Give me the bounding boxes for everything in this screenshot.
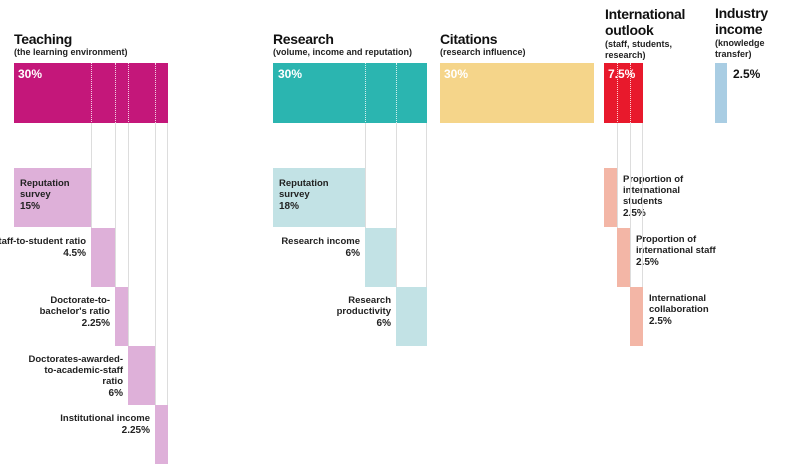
metric-weight: 2.5% (649, 316, 672, 327)
metric-label: Research productivity (336, 295, 391, 317)
metric-label: Doctorates-awarded-to-academic-staff rat… (28, 354, 124, 387)
metric-label: Doctorate-to-bachelor's ratio (39, 295, 110, 317)
connector (155, 123, 156, 405)
pillar-weight: 30% (444, 67, 469, 81)
metric-text: Proportion of international staff 2.5% (636, 234, 716, 269)
metric-label: International collaboration (649, 293, 709, 315)
pillar-subtitle: (volume, income and reputation) (273, 47, 413, 57)
pillar-bar (604, 63, 643, 123)
pillar-weight: 2.5% (733, 67, 761, 81)
pillar-subtitle: (the learning environment) (14, 47, 128, 57)
metric-text: Doctorates-awarded-to-academic-staff rat… (28, 354, 124, 400)
metric-box (365, 228, 396, 287)
metric-box (155, 405, 168, 464)
metric-weight: 2.5% (636, 257, 659, 268)
connector (115, 123, 116, 287)
pillar-title: Teaching (14, 31, 73, 47)
metric-weight: 6% (108, 388, 123, 399)
pillar-subtitle: (staff, students, research) (605, 39, 673, 60)
metric-weight: 18% (279, 201, 300, 212)
pillar-title: Research (273, 31, 334, 47)
pillar-title: Industry income (715, 5, 768, 37)
metric-box (14, 168, 91, 227)
metric-text: Doctorate-to-bachelor's ratio 2.25% (15, 295, 110, 330)
metric-box (617, 228, 630, 287)
metric-weight: 15% (20, 201, 41, 212)
metric-label: Proportion of international students (623, 174, 684, 207)
connector (396, 123, 397, 287)
metric-box (604, 168, 617, 227)
connector (642, 123, 643, 287)
metric-weight: 4.5% (63, 248, 86, 259)
connector (167, 123, 168, 405)
pillar-subtitle: (knowledge transfer) (715, 38, 765, 59)
metric-label: Proportion of international staff (636, 234, 716, 256)
metric-weight: 6% (345, 248, 360, 259)
connector (630, 123, 631, 287)
pillar-bar (273, 63, 427, 123)
pillar-bar (715, 63, 727, 123)
metric-box (630, 287, 643, 346)
metric-text: Research income 6% (265, 236, 360, 260)
metric-label: Staff-to-student ratio (0, 236, 86, 247)
metric-weight: 2.25% (81, 318, 110, 329)
metric-box (396, 287, 427, 346)
metric-box (115, 287, 128, 346)
metric-label: Research income (281, 236, 360, 247)
metric-text: Staff-to-student ratio 4.5% (0, 236, 86, 260)
metric-text: Institutional income 2.25% (55, 413, 150, 437)
pillar-subtitle: (research influence) (440, 47, 526, 57)
pillar-title: Citations (440, 31, 498, 47)
metric-box (128, 346, 155, 405)
metric-text: Reputation survey 15% (20, 178, 87, 213)
pillar-bar (440, 63, 594, 123)
pillar-weight: 30% (18, 67, 43, 81)
metric-text: Reputation survey 18% (279, 178, 361, 213)
metric-weight: 2.25% (121, 425, 150, 436)
metric-label: Reputation survey (20, 178, 70, 200)
metric-weight: 2.5% (623, 208, 646, 219)
connector (365, 123, 366, 228)
metric-text: International collaboration 2.5% (649, 293, 729, 328)
connector (617, 123, 618, 228)
metric-box (91, 228, 115, 287)
pillar-weight: 30% (278, 67, 303, 81)
connector (128, 123, 129, 346)
pillar-title: International outlook (605, 6, 686, 38)
metric-weight: 6% (376, 318, 391, 329)
metric-text: Research productivity 6% (296, 295, 391, 330)
metric-label: Reputation survey (279, 178, 329, 200)
connector (426, 123, 427, 287)
connector (91, 123, 92, 228)
metric-box (273, 168, 365, 227)
metric-label: Institutional income (60, 413, 150, 424)
metric-text: Proportion of international students 2.5% (623, 174, 703, 220)
pillar-weight: 7.5% (608, 67, 636, 81)
